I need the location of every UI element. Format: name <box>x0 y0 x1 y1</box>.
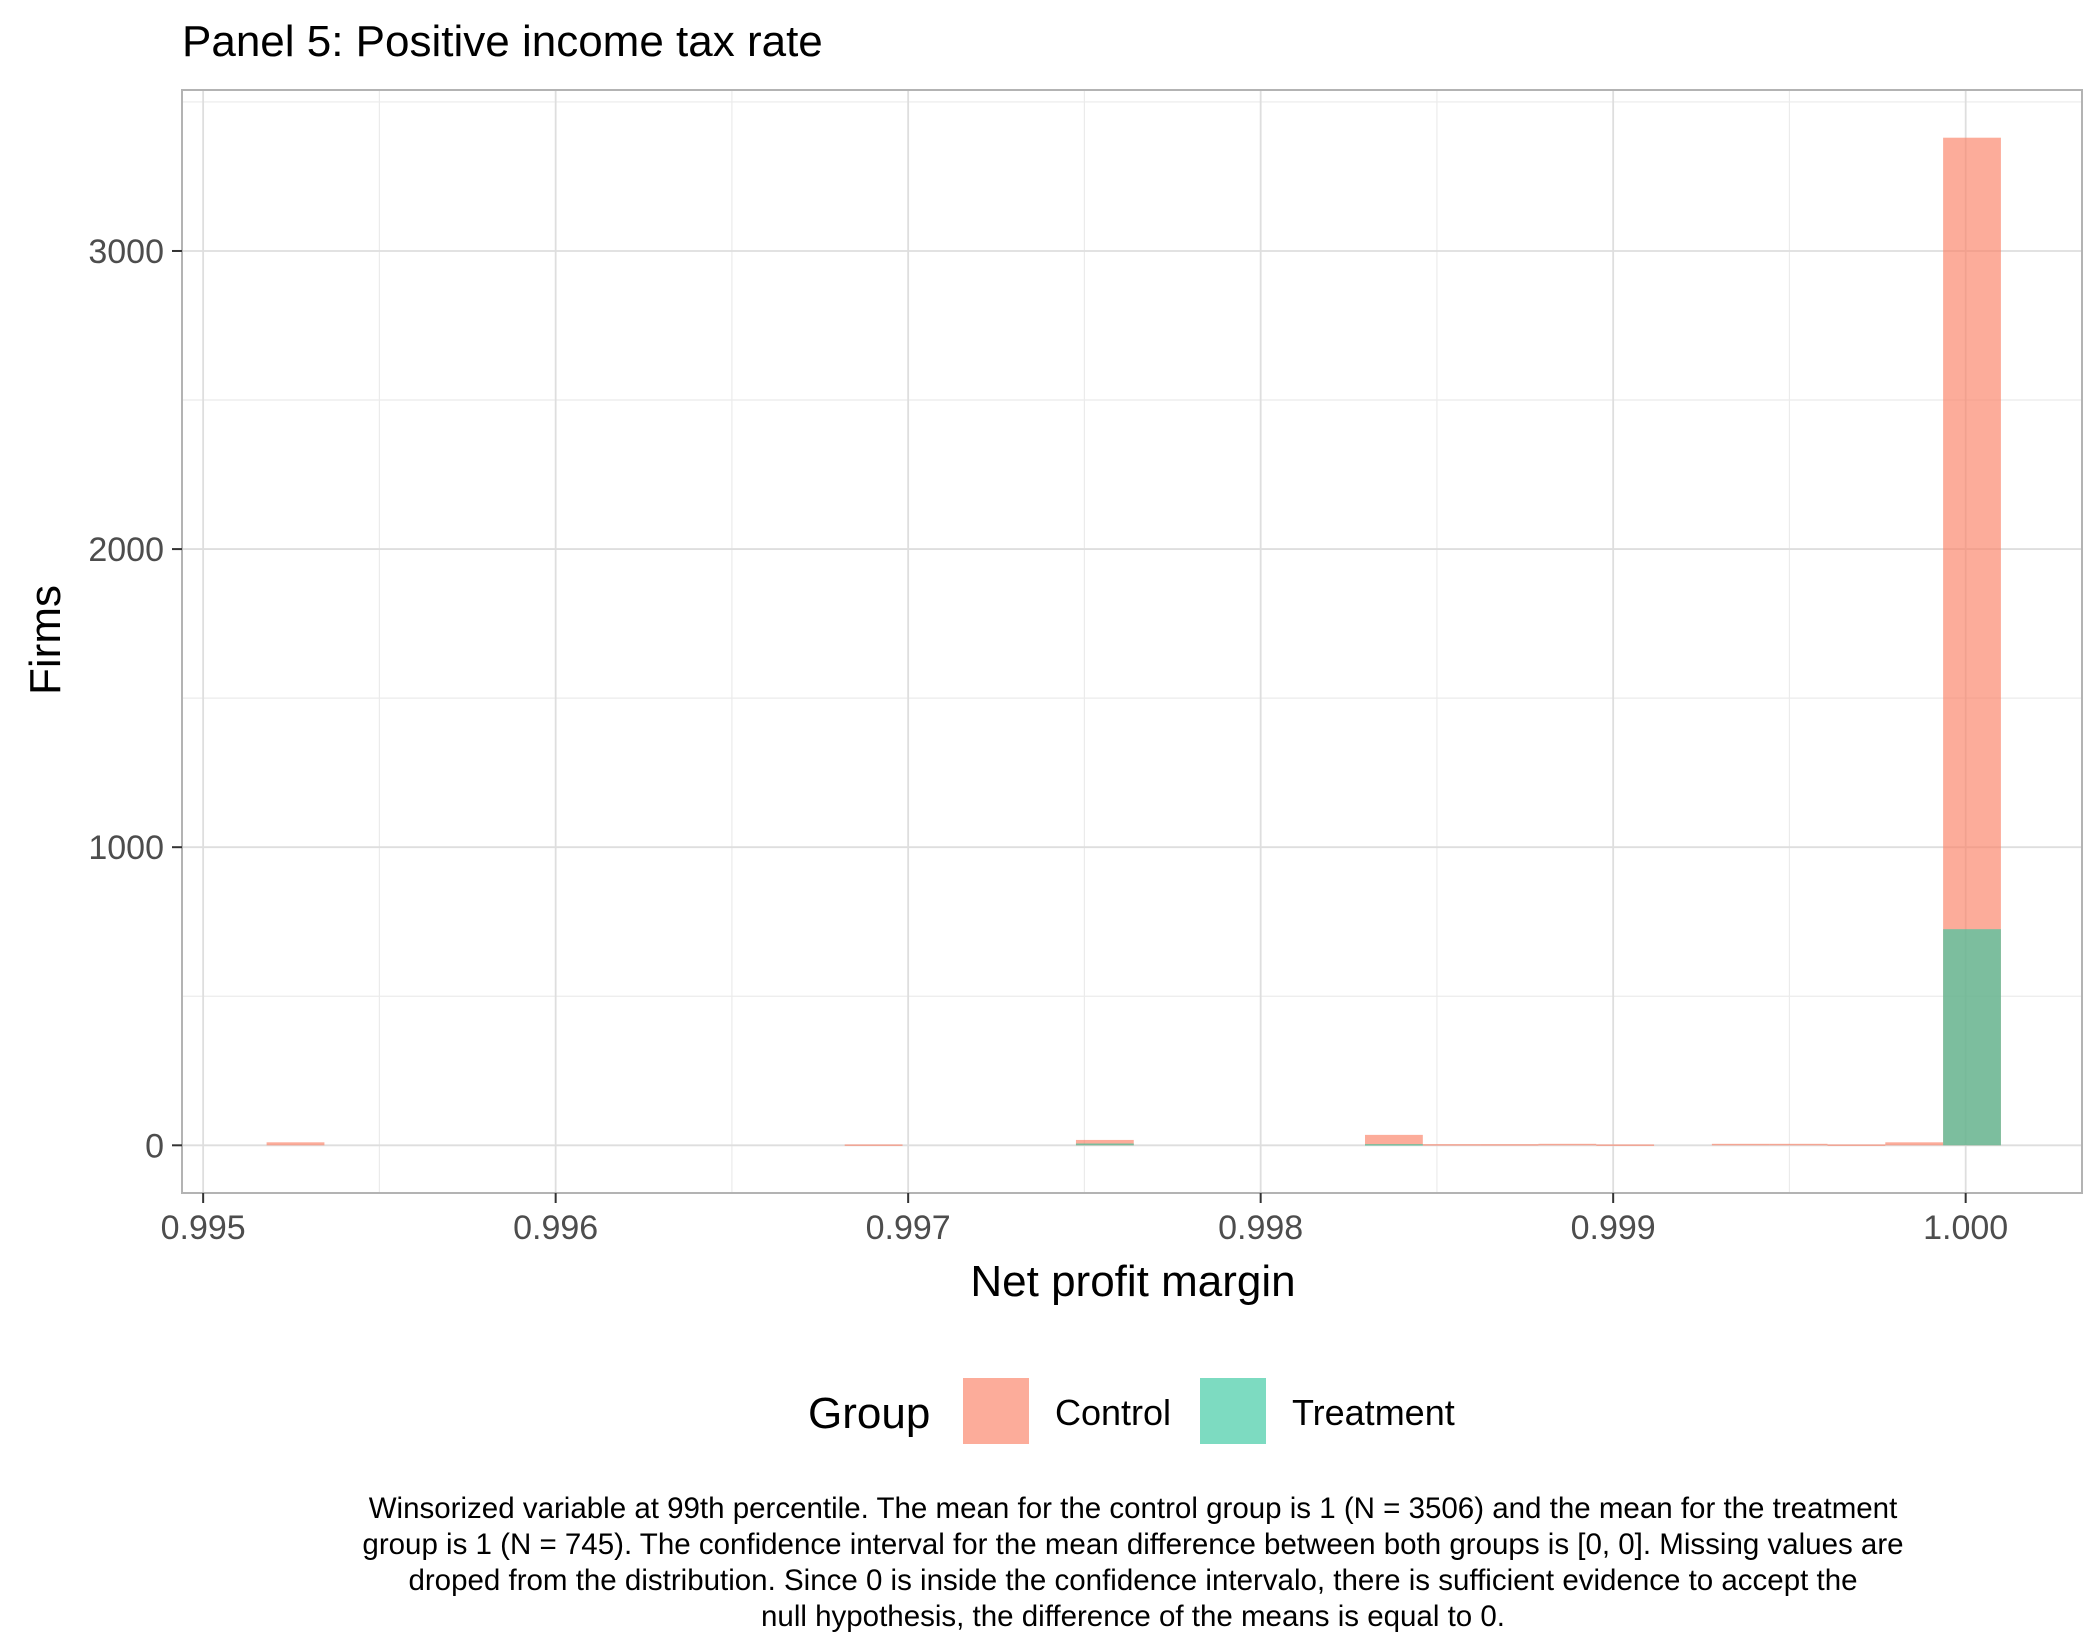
histogram-bar-control <box>1538 1143 1597 1146</box>
histogram-bar-control <box>1365 1134 1423 1146</box>
histogram-bar-control <box>1885 1142 1944 1146</box>
histogram-bar-control <box>1711 1143 1770 1146</box>
histogram-bar-control <box>844 1144 903 1146</box>
histogram-bar-control <box>1596 1144 1655 1146</box>
x-axis: 0.995 0.996 0.997 0.998 0.999 1.000 <box>161 1193 2008 1247</box>
y-tick-label: 0 <box>145 1127 164 1165</box>
y-tick-label: 2000 <box>88 531 164 569</box>
x-tick-label: 0.999 <box>1571 1209 1656 1247</box>
histogram-bar-control <box>266 1142 325 1146</box>
legend-label-control: Control <box>1055 1392 1171 1433</box>
y-axis: 0 1000 2000 3000 <box>88 233 182 1165</box>
caption-line: droped from the distribution. Since 0 is… <box>408 1564 1857 1597</box>
x-tick-label: 0.998 <box>1218 1209 1303 1247</box>
histogram-bar-control <box>1480 1144 1539 1146</box>
x-axis-title: Net profit margin <box>970 1257 1295 1306</box>
histogram-bar-control <box>1827 1144 1886 1146</box>
plot-background <box>182 90 2082 1193</box>
histogram-bar-treatment <box>1943 929 2001 1146</box>
x-tick-label: 0.997 <box>866 1209 951 1247</box>
chart-title: Panel 5: Positive income tax rate <box>182 17 823 66</box>
histogram-bar-treatment <box>1075 1143 1134 1146</box>
y-tick-label: 1000 <box>88 829 164 867</box>
y-axis-title: Firms <box>21 585 70 695</box>
histogram-bar-treatment <box>1365 1144 1423 1146</box>
caption-line: Winsorized variable at 99th percentile. … <box>369 1492 1898 1525</box>
x-tick-label: 1.000 <box>1923 1209 2008 1247</box>
legend-swatch-control <box>963 1378 1029 1444</box>
legend-swatch-treatment <box>1200 1378 1266 1444</box>
caption: Winsorized variable at 99th percentile. … <box>362 1492 1903 1633</box>
y-tick-label: 3000 <box>88 233 164 271</box>
caption-line: group is 1 (N = 745). The confidence int… <box>362 1528 1903 1561</box>
legend-title: Group <box>808 1389 930 1438</box>
histogram-bar-control <box>1769 1143 1828 1146</box>
histogram-bar-control <box>1422 1144 1481 1146</box>
histogram-bar-control <box>1075 1139 1134 1146</box>
legend-label-treatment: Treatment <box>1292 1392 1455 1433</box>
panel-border <box>181 89 2083 1194</box>
caption-line: null hypothesis, the difference of the m… <box>761 1600 1505 1633</box>
x-tick-label: 0.995 <box>161 1209 246 1247</box>
legend: Group Control Treatment <box>808 1378 1455 1444</box>
x-tick-label: 0.996 <box>513 1209 598 1247</box>
plot-area <box>181 89 2083 1194</box>
